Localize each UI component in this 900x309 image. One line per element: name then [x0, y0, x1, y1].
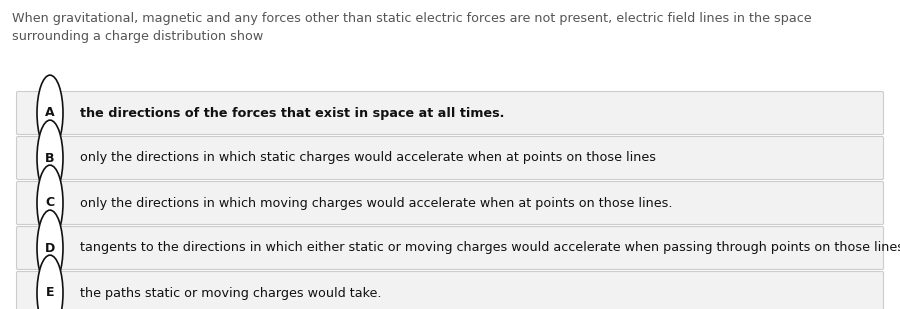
FancyBboxPatch shape: [16, 137, 884, 180]
Ellipse shape: [37, 165, 63, 241]
Text: the paths static or moving charges would take.: the paths static or moving charges would…: [80, 286, 382, 299]
Ellipse shape: [37, 75, 63, 151]
Text: only the directions in which static charges would accelerate when at points on t: only the directions in which static char…: [80, 151, 656, 164]
Ellipse shape: [37, 255, 63, 309]
Ellipse shape: [37, 210, 63, 286]
Text: tangents to the directions in which either static or moving charges would accele: tangents to the directions in which eith…: [80, 242, 900, 255]
Ellipse shape: [37, 120, 63, 196]
Text: B: B: [45, 151, 55, 164]
Text: E: E: [46, 286, 54, 299]
Text: C: C: [45, 197, 55, 210]
Text: the directions of the forces that exist in space at all times.: the directions of the forces that exist …: [80, 107, 504, 120]
Text: A: A: [45, 107, 55, 120]
FancyBboxPatch shape: [16, 226, 884, 269]
FancyBboxPatch shape: [16, 181, 884, 225]
FancyBboxPatch shape: [16, 272, 884, 309]
Text: When gravitational, magnetic and any forces other than static electric forces ar: When gravitational, magnetic and any for…: [12, 12, 812, 25]
Text: only the directions in which moving charges would accelerate when at points on t: only the directions in which moving char…: [80, 197, 672, 210]
FancyBboxPatch shape: [16, 91, 884, 134]
Text: D: D: [45, 242, 55, 255]
Text: surrounding a charge distribution show: surrounding a charge distribution show: [12, 30, 263, 43]
